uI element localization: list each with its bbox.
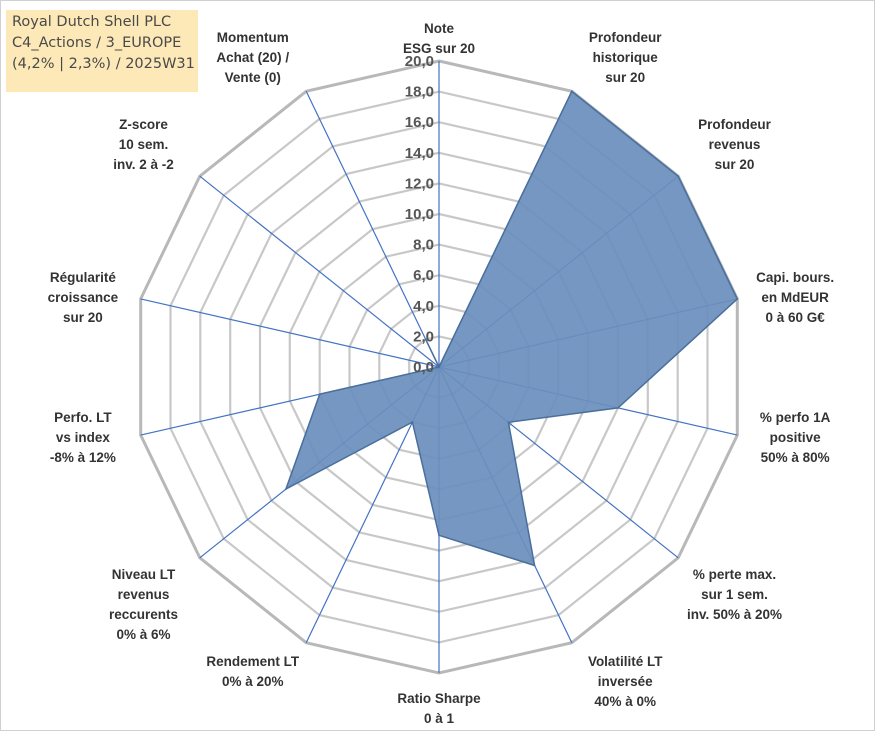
series-point-9 xyxy=(411,421,414,423)
tick-label: 14,0 xyxy=(405,145,434,162)
axis-label-line: ESG sur 20 xyxy=(403,41,475,56)
axis-label-14: Momentum Achat (20) / Vente (0) xyxy=(216,30,289,85)
axis-label-5: % perfo 1A positive 50% à 80% xyxy=(760,410,831,465)
spoke-13 xyxy=(199,175,440,368)
axis-label-line: Niveau LT xyxy=(112,567,176,582)
radial-tick-labels: 0,0 2,0 4,0 6,0 8,0 10,0 12,0 14,0 16,0 18,0 20,0 xyxy=(405,53,434,376)
axis-label-line: Perfo. LT xyxy=(54,410,112,425)
axis-label-line: % perte max. xyxy=(693,567,776,582)
axis-label-line: 40% à 0% xyxy=(594,694,656,709)
spoke-12 xyxy=(140,298,440,368)
series-point-4 xyxy=(736,298,739,300)
axis-label-line: reccurents xyxy=(109,607,178,622)
series-point-14 xyxy=(424,338,427,341)
axis-label-line: positive xyxy=(770,430,822,445)
axis-label-4: Capi. bours. en MdEUR 0 à 60 G€ xyxy=(756,270,834,325)
title-line-1: Royal Dutch Shell PLC xyxy=(12,14,172,30)
axis-label-line: sur 1 sem. xyxy=(701,587,768,602)
axis-label-line: inversée xyxy=(598,674,653,689)
radar-series xyxy=(284,90,739,567)
axis-label-line: 0% à 6% xyxy=(116,627,170,642)
tick-label: 10,0 xyxy=(405,206,434,223)
series-point-8 xyxy=(438,534,440,537)
axis-label-line: 50% à 80% xyxy=(761,450,830,465)
axis-label-10: Niveau LT revenus reccurents 0% à 6% xyxy=(109,567,178,642)
tick-label: 6,0 xyxy=(413,267,434,284)
tick-label: 4,0 xyxy=(413,298,434,315)
axis-label-line: Rendement LT xyxy=(206,654,300,669)
tick-label: 18,0 xyxy=(405,84,434,101)
axis-label-line: -8% à 12% xyxy=(50,450,116,465)
axis-label-line: Achat (20) / xyxy=(216,50,289,65)
title-line-2: C4_Actions / 3_EUROPE xyxy=(12,35,182,51)
axis-label-line: Volatilité LT xyxy=(588,654,663,669)
axis-label-line: Z-score xyxy=(119,117,168,132)
axis-label-11: Perfo. LT vs index -8% à 12% xyxy=(50,410,116,465)
tick-label: 12,0 xyxy=(405,175,434,192)
axis-label-line: Vente (0) xyxy=(225,70,281,85)
axis-label-line: vs index xyxy=(56,430,111,445)
axis-label-line: historique xyxy=(593,50,659,65)
axis-label-line: croissance xyxy=(48,290,119,305)
series-point-11 xyxy=(318,393,321,396)
axis-labels: Note ESG sur 20 Profondeur historique sur 20… xyxy=(48,21,834,726)
axis-label-line: revenus xyxy=(118,587,170,602)
axis-label-line: inv. 50% à 20% xyxy=(687,607,782,622)
axis-label-line: inv. 2 à -2 xyxy=(113,157,174,172)
series-point-13 xyxy=(438,366,440,368)
axis-label-line: sur 20 xyxy=(715,157,755,172)
axis-label-line: Profondeur xyxy=(698,117,771,132)
axis-label-line: 0 à 60 G€ xyxy=(765,310,825,325)
axis-label-7: Volatilité LT inversée 40% à 0% xyxy=(588,654,663,709)
title-line-3: (4,2% | 2,3%) / 2025W31 xyxy=(12,56,195,72)
axis-label-6: % perte max. sur 1 sem. inv. 50% à 20% xyxy=(687,567,782,622)
series-point-6 xyxy=(507,421,510,424)
axis-label-line: % perfo 1A xyxy=(760,410,831,425)
axis-label-line: Note xyxy=(424,21,454,36)
axis-label-line: 0% à 20% xyxy=(222,674,284,689)
axis-label-12: Régularité croissance sur 20 xyxy=(48,270,119,325)
axis-label-3: Profondeur revenus sur 20 xyxy=(698,117,771,172)
axis-label-13: Z-score 10 sem. inv. 2 à -2 xyxy=(113,117,174,172)
series-area xyxy=(284,90,739,567)
spoke-14 xyxy=(305,91,440,368)
series-point-10 xyxy=(285,488,287,490)
axis-label-line: en MdEUR xyxy=(761,290,829,305)
axis-label-9: Rendement LT 0% à 20% xyxy=(206,654,300,689)
axis-label-line: sur 20 xyxy=(63,310,103,325)
axis-label-line: Régularité xyxy=(50,270,117,285)
axis-label-line: Profondeur xyxy=(589,30,662,45)
series-point-3 xyxy=(677,175,679,177)
tick-label: 16,0 xyxy=(405,114,434,131)
axis-label-line: Ratio Sharpe xyxy=(397,691,481,706)
axis-label-8: Ratio Sharpe 0 à 1 xyxy=(397,691,481,726)
axis-label-line: sur 20 xyxy=(605,70,645,85)
axis-label-line: Capi. bours. xyxy=(756,270,834,285)
series-point-5 xyxy=(617,407,619,409)
tick-label: 0,0 xyxy=(413,359,434,376)
series-point-7 xyxy=(533,564,536,567)
axis-label-line: revenus xyxy=(709,137,761,152)
axis-label-line: 10 sem. xyxy=(119,137,169,152)
axis-label-2: Profondeur historique sur 20 xyxy=(589,30,662,85)
tick-label: 20,0 xyxy=(405,53,434,70)
tick-label: 2,0 xyxy=(413,328,434,345)
tick-label: 8,0 xyxy=(413,237,434,254)
chart-title-box: Royal Dutch Shell PLC C4_Actions / 3_EUR… xyxy=(6,10,198,92)
series-point-2 xyxy=(571,90,573,93)
axis-label-line: 0 à 1 xyxy=(424,711,455,726)
axis-label-line: Momentum xyxy=(217,30,289,45)
axis-label-1: Note ESG sur 20 xyxy=(403,21,475,56)
